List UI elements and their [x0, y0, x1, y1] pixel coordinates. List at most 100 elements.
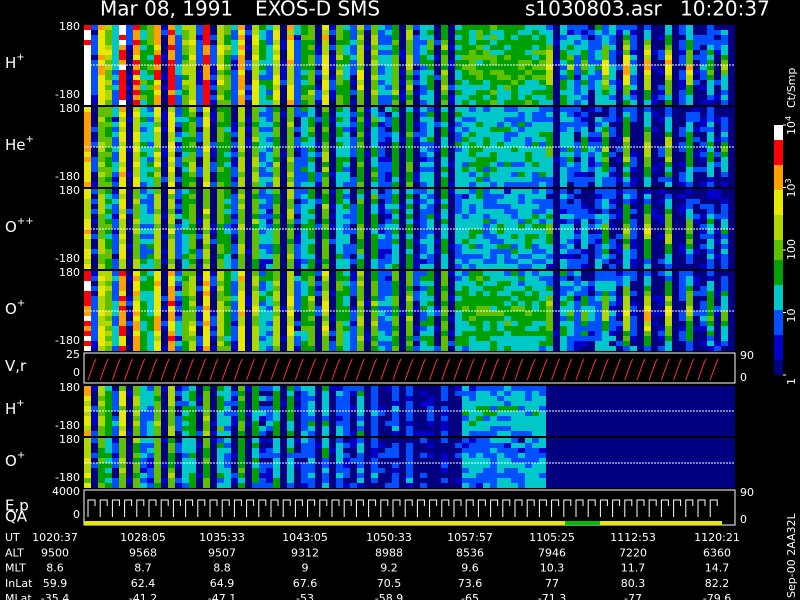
cell: [98, 25, 105, 30]
cell: [231, 152, 238, 157]
cell: [707, 259, 714, 264]
cell: [385, 157, 392, 162]
cell: [406, 204, 413, 209]
cell: [511, 177, 518, 182]
cell: [539, 249, 546, 254]
cell: [259, 50, 266, 55]
cell: [210, 286, 217, 291]
cell: [266, 254, 273, 259]
cell: [686, 204, 693, 209]
cell: [147, 276, 154, 281]
cell: [385, 107, 392, 112]
cell: [455, 117, 462, 122]
cell: [105, 107, 112, 112]
cell: [84, 132, 91, 137]
cell: [469, 194, 476, 199]
cell: [630, 209, 637, 214]
cell: [567, 281, 574, 286]
cell: [182, 276, 189, 281]
cell: [574, 264, 581, 269]
cell: [322, 306, 329, 311]
cell: [518, 341, 525, 346]
cell: [448, 65, 455, 70]
cell: [133, 346, 140, 351]
cell: [686, 331, 693, 336]
cell: [511, 70, 518, 75]
cell: [385, 65, 392, 70]
cell: [483, 30, 490, 35]
cell: [399, 80, 406, 85]
cell: [112, 401, 119, 406]
cell: [420, 346, 427, 351]
cell: [266, 35, 273, 40]
cell: [196, 341, 203, 346]
cell: [217, 199, 224, 204]
cell: [483, 95, 490, 100]
cell: [721, 239, 728, 244]
cell: [147, 122, 154, 127]
cell: [385, 326, 392, 331]
cell: [518, 249, 525, 254]
cell: [413, 296, 420, 301]
cell: [161, 75, 168, 80]
cell: [329, 90, 336, 95]
cell: [686, 117, 693, 122]
cell: [574, 291, 581, 296]
cell: [140, 117, 147, 122]
cell: [581, 259, 588, 264]
cell: [294, 107, 301, 112]
cell: [546, 336, 553, 341]
cell: [357, 172, 364, 177]
cell: [581, 321, 588, 326]
cell: [98, 142, 105, 147]
cell: [462, 112, 469, 117]
cell: [665, 234, 672, 239]
cell: [581, 296, 588, 301]
cell: [98, 55, 105, 60]
cell: [112, 396, 119, 401]
cell: [490, 45, 497, 50]
cell: [539, 112, 546, 117]
cell: [427, 271, 434, 276]
cell: [497, 341, 504, 346]
cell: [490, 199, 497, 204]
cell: [560, 30, 567, 35]
cell: [294, 291, 301, 296]
cell: [273, 259, 280, 264]
cell: [490, 177, 497, 182]
cell: [721, 55, 728, 60]
cell: [315, 199, 322, 204]
cell: [252, 431, 259, 436]
cell: [112, 291, 119, 296]
cell: [497, 316, 504, 321]
cell: [490, 209, 497, 214]
cell: [112, 132, 119, 137]
cell: [84, 431, 91, 436]
cell: [518, 95, 525, 100]
cell: [427, 264, 434, 269]
cell: [476, 199, 483, 204]
cell: [266, 426, 273, 431]
cell: [210, 35, 217, 40]
cell: [630, 224, 637, 229]
cell: [238, 254, 245, 259]
cell: [259, 336, 266, 341]
cell: [525, 321, 532, 326]
cell: [665, 30, 672, 35]
cell: [301, 286, 308, 291]
cell: [609, 60, 616, 65]
cell: [266, 291, 273, 296]
cell: [238, 194, 245, 199]
cell: [133, 172, 140, 177]
cell: [511, 306, 518, 311]
cell: [238, 214, 245, 219]
cell: [511, 229, 518, 234]
cell: [630, 50, 637, 55]
cell: [196, 55, 203, 60]
cell: [378, 70, 385, 75]
cell: [560, 214, 567, 219]
cell: [308, 254, 315, 259]
cell: [413, 271, 420, 276]
cell: [644, 30, 651, 35]
cell: [441, 209, 448, 214]
